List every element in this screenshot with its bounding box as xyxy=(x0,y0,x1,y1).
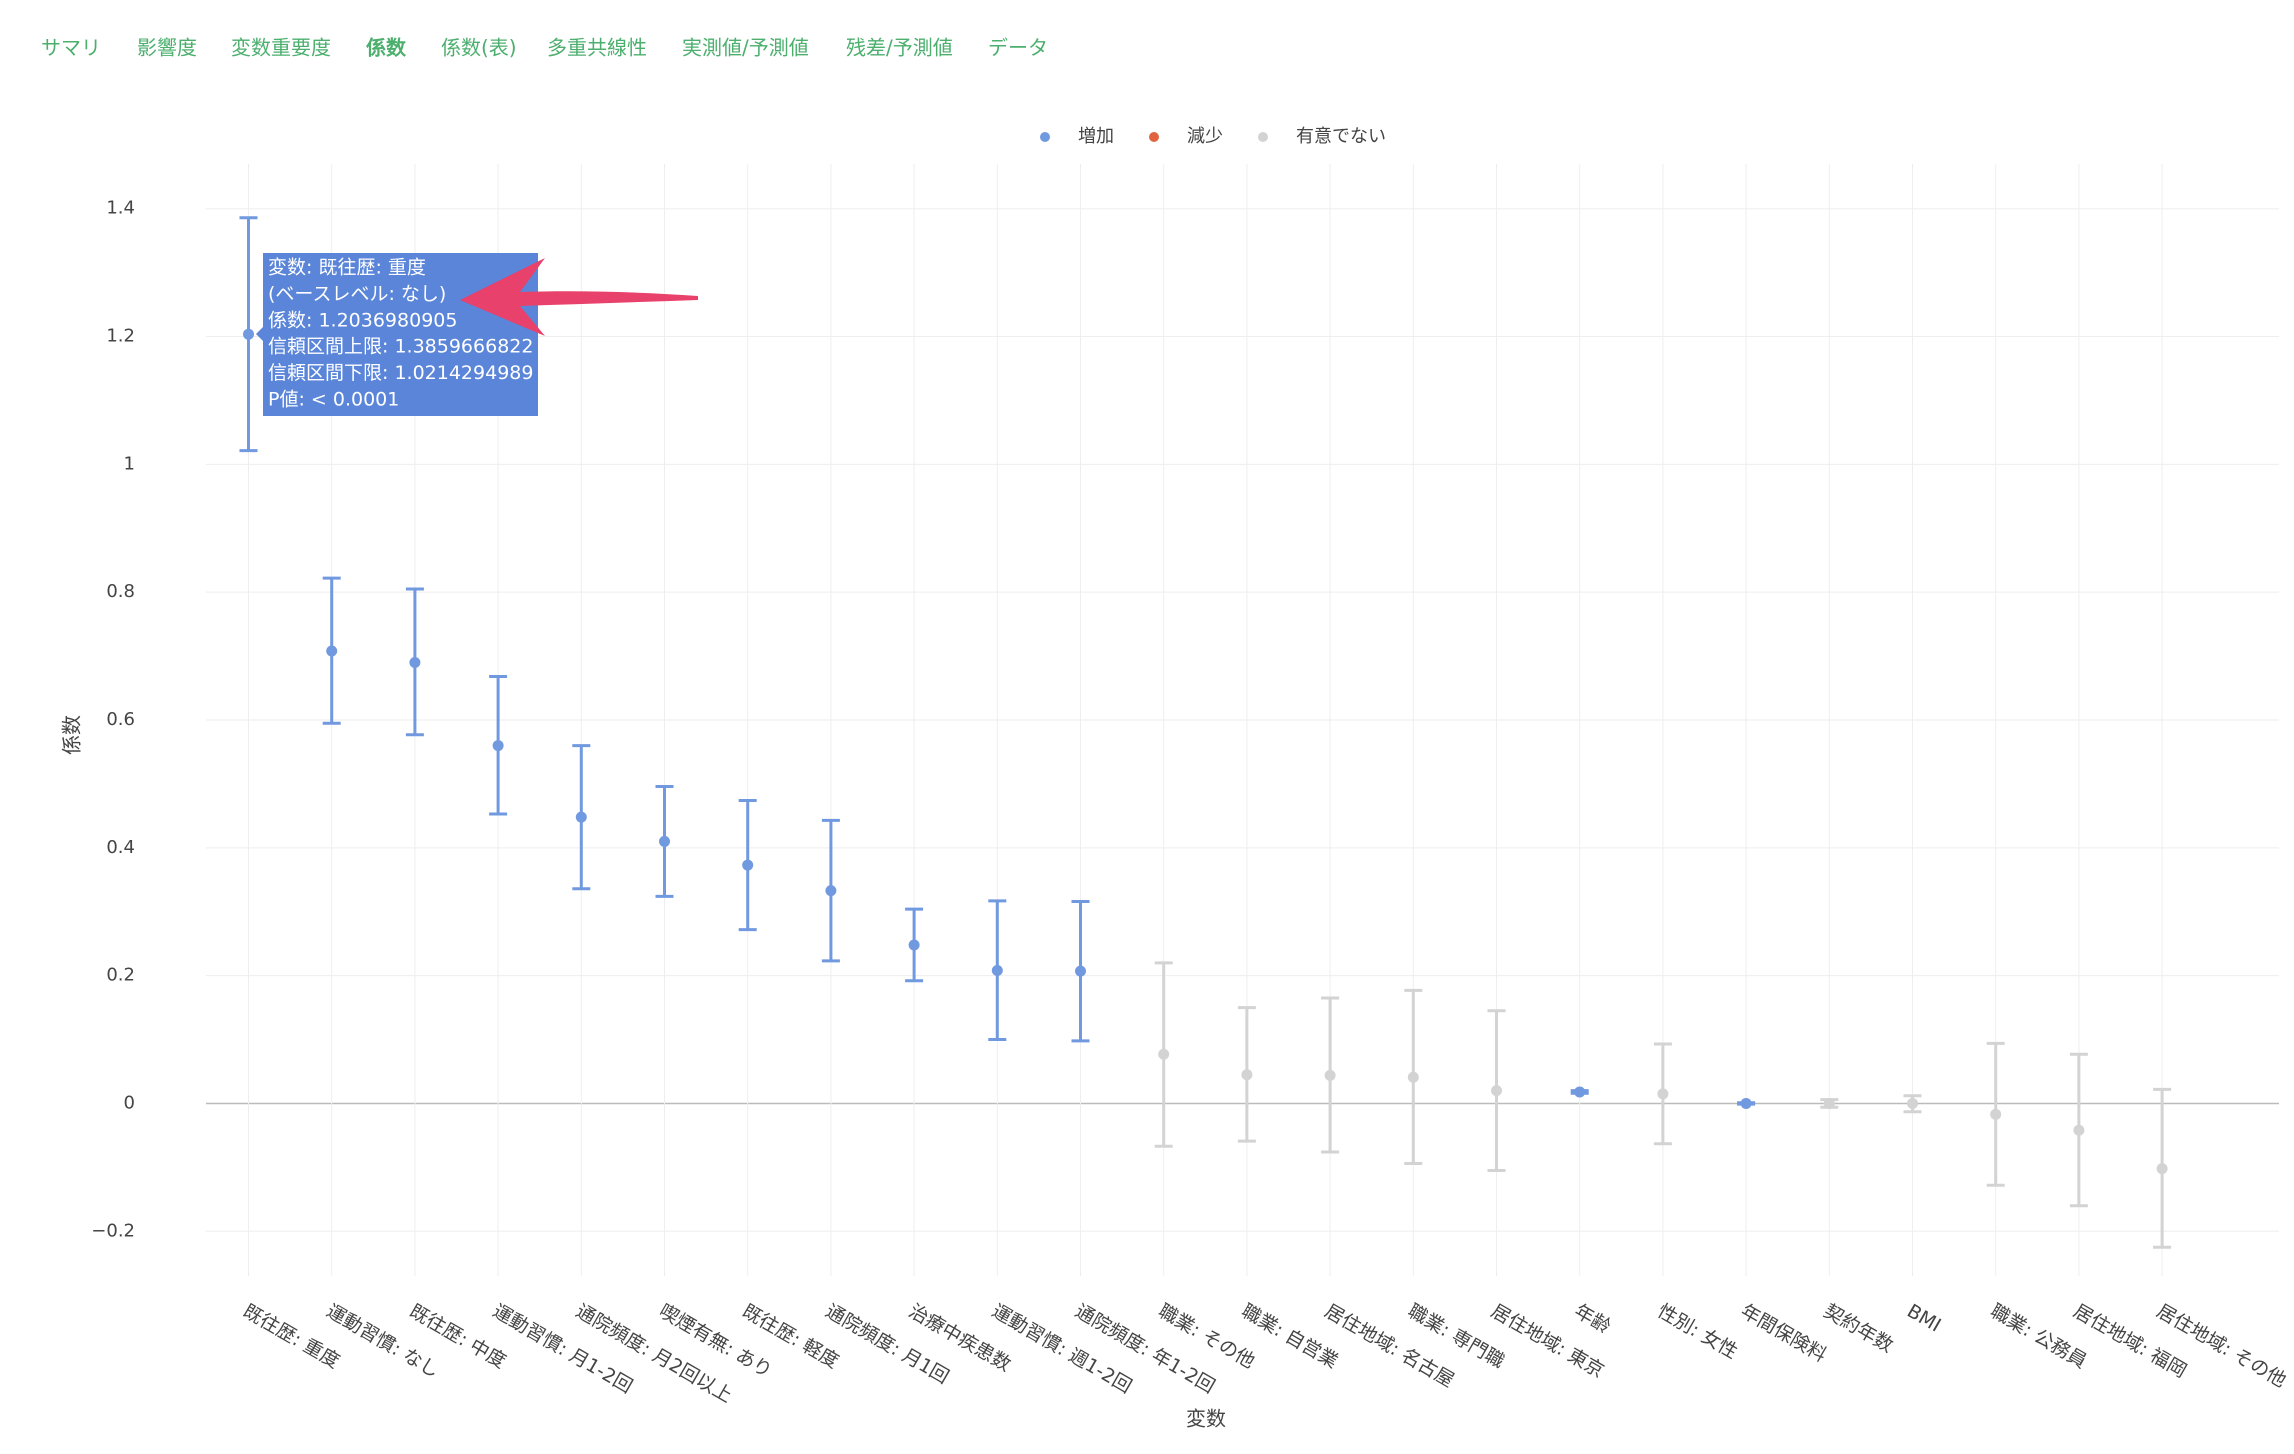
point[interactable] xyxy=(1990,1108,2002,1120)
y-tick-label: 1.4 xyxy=(106,198,135,219)
tab[interactable]: サマリ xyxy=(41,36,101,60)
tab[interactable]: データ xyxy=(988,36,1048,60)
tooltip-pointer xyxy=(256,326,264,342)
x-axis-title: 変数 xyxy=(1186,1407,1226,1431)
tooltip-line: 信頼区間下限: 1.0214294989 xyxy=(268,362,533,384)
legend-label: 有意でない xyxy=(1296,126,1386,147)
point[interactable] xyxy=(1574,1086,1586,1098)
tooltip-line: P値: < 0.0001 xyxy=(268,389,399,411)
tooltip-line: 係数: 1.2036980905 xyxy=(268,309,457,331)
point[interactable] xyxy=(326,645,338,657)
tooltip-line: 変数: 既往歴: 重度 xyxy=(268,257,426,279)
y-tick-label: 0.2 xyxy=(106,965,135,986)
tab[interactable]: 実測値/予測値 xyxy=(682,36,809,60)
y-tick-label: 0.6 xyxy=(106,709,135,730)
x-tick-label: 契約年数 xyxy=(1820,1300,1897,1357)
point[interactable] xyxy=(742,859,754,871)
legend-marker xyxy=(1258,132,1268,142)
tab[interactable]: 多重共線性 xyxy=(547,36,647,60)
point[interactable] xyxy=(243,328,254,340)
x-tick-label: 年間保険料 xyxy=(1737,1300,1830,1367)
x-tick-label: 性別: 女性 xyxy=(1654,1300,1742,1363)
point[interactable] xyxy=(409,656,421,668)
legend-label: 減少 xyxy=(1187,126,1223,147)
x-tick-label: BMI xyxy=(1903,1300,1944,1337)
legend-marker xyxy=(1149,132,1159,142)
tab[interactable]: 変数重要度 xyxy=(231,36,331,60)
point[interactable] xyxy=(1740,1097,1752,1109)
tab[interactable]: 残差/予測値 xyxy=(846,36,953,60)
legend-marker xyxy=(1040,132,1050,142)
x-tick-label: 通院頻度: 年1-2回 xyxy=(1071,1300,1218,1398)
point[interactable] xyxy=(825,885,837,897)
point[interactable] xyxy=(1324,1069,1336,1081)
point[interactable] xyxy=(991,965,1003,977)
point[interactable] xyxy=(1241,1069,1253,1081)
point[interactable] xyxy=(492,740,504,752)
y-axis-title: 係数 xyxy=(60,715,84,755)
point[interactable] xyxy=(908,939,920,951)
point[interactable] xyxy=(1657,1088,1669,1100)
tooltip-box xyxy=(263,253,538,416)
legend-label: 増加 xyxy=(1078,126,1114,147)
tab[interactable]: 影響度 xyxy=(137,36,197,60)
point[interactable] xyxy=(1907,1097,1918,1109)
point[interactable] xyxy=(1491,1085,1502,1097)
x-tick-label: 年齢 xyxy=(1570,1300,1614,1338)
tooltip: 変数: 既往歴: 重度 (ベースレベル: なし) 係数: 1.2036980905 信… xyxy=(256,253,538,416)
point[interactable] xyxy=(2156,1163,2168,1175)
x-tick-label: 運動習慣: 月1-2回 xyxy=(489,1300,636,1398)
point[interactable] xyxy=(1158,1048,1170,1060)
y-tick-label: 0 xyxy=(124,1092,135,1113)
point[interactable] xyxy=(1823,1097,1835,1109)
tab[interactable]: 係数 xyxy=(366,36,407,60)
tooltip-line: 信頼区間上限: 1.3859666822 xyxy=(268,336,533,358)
annotation-arrow xyxy=(460,258,698,336)
point[interactable] xyxy=(1075,965,1086,977)
tab[interactable]: 係数(表) xyxy=(441,36,517,60)
x-tick-label: 通院頻度: 月2回以上 xyxy=(572,1300,736,1407)
tooltip-line: (ベースレベル: なし) xyxy=(268,283,446,305)
point[interactable] xyxy=(2073,1124,2085,1136)
y-tick-label: −0.2 xyxy=(91,1220,135,1241)
point[interactable] xyxy=(1407,1071,1419,1083)
point[interactable] xyxy=(659,835,670,847)
x-tick-label: 運動習慣: 週1-2回 xyxy=(988,1300,1135,1398)
y-tick-label: 1.2 xyxy=(106,326,135,347)
point[interactable] xyxy=(575,811,587,823)
y-tick-label: 0.8 xyxy=(106,581,135,602)
y-tick-label: 1 xyxy=(124,453,135,474)
y-tick-label: 0.4 xyxy=(106,837,135,858)
